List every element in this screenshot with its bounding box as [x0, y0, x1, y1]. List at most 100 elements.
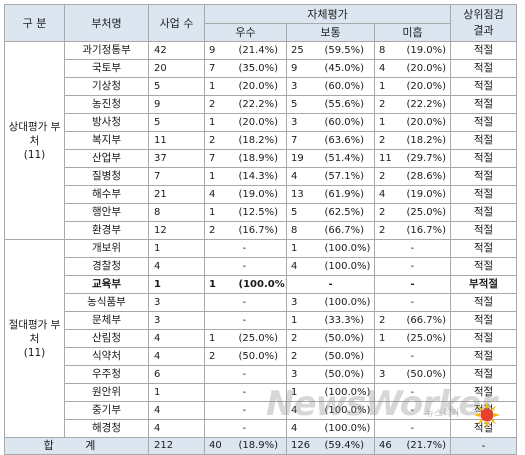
- insufficient-pct-cell: (66.7%): [396, 311, 452, 330]
- dept-cell: 방사청: [64, 113, 149, 132]
- insufficient-pct-cell: -: [396, 347, 452, 366]
- normal-pct-cell: (100.0%): [314, 257, 375, 276]
- excellent-count-cell: [204, 293, 229, 312]
- table-row: 방사청 5 1 (20.0%) 3 (60.0%) 1 (20.0%) 적절: [5, 113, 518, 132]
- total-normal-count: 126: [286, 437, 315, 455]
- projects-cell: 1: [148, 239, 205, 258]
- normal-count-cell: 7: [286, 131, 315, 150]
- insufficient-pct-cell: -: [396, 293, 452, 312]
- table-body: 상대평가 부 처 (11) 과기정통부 42 9 (21.4%) 25 (59.5%) 8 (19.…: [4, 41, 518, 455]
- header-self-eval: 자체평가: [203, 4, 452, 24]
- normal-pct-cell: (50.0%): [314, 329, 375, 348]
- excellent-count-cell: 7: [204, 149, 229, 168]
- insufficient-count-cell: 4: [374, 59, 397, 78]
- normal-pct-cell: (45.0%): [314, 59, 375, 78]
- insufficient-count-cell: 3: [374, 365, 397, 384]
- insufficient-pct-cell: -: [396, 419, 452, 438]
- insufficient-pct-cell: -: [396, 383, 452, 402]
- group-label-line: (11): [23, 148, 46, 161]
- excellent-pct-cell: -: [228, 419, 287, 438]
- excellent-count-cell: [204, 239, 229, 258]
- normal-count-cell: 9: [286, 59, 315, 78]
- insufficient-pct-cell: (22.2%): [396, 95, 452, 114]
- dept-cell: 해경청: [64, 419, 149, 438]
- insufficient-count-cell: 2: [374, 203, 397, 222]
- projects-cell: 37: [148, 149, 205, 168]
- insufficient-count-cell: 2: [374, 167, 397, 186]
- excellent-pct-cell: (21.4%): [228, 41, 287, 60]
- normal-count-cell: 3: [286, 77, 315, 96]
- projects-cell: 3: [148, 311, 205, 330]
- insufficient-pct-cell: (29.7%): [396, 149, 452, 168]
- table-row: 절대평가 부 처 (11) 개보위 1-1 (100.0%) - 적절: [4, 239, 518, 438]
- dept-cell: 원안위: [64, 383, 149, 402]
- projects-cell: 42: [148, 41, 205, 60]
- insufficient-pct-cell: -: [396, 257, 452, 276]
- excellent-count-cell: [204, 257, 229, 276]
- insufficient-count-cell: [374, 257, 397, 276]
- projects-cell: 6: [148, 365, 205, 384]
- result-cell: 적절: [450, 239, 518, 258]
- normal-count-cell: 1: [286, 311, 315, 330]
- result-cell: 적절: [450, 383, 518, 402]
- insufficient-count-cell: [374, 275, 397, 294]
- result-cell: 적절: [450, 167, 518, 186]
- excellent-count-cell: 1: [204, 167, 229, 186]
- normal-count-cell: 5: [286, 203, 315, 222]
- normal-count-cell: 13: [286, 185, 315, 204]
- projects-cell: 1: [148, 383, 205, 402]
- normal-count-cell: 3: [286, 293, 315, 312]
- projects-cell: 20: [148, 59, 205, 78]
- insufficient-count-cell: 1: [374, 329, 397, 348]
- insufficient-count-cell: [374, 419, 397, 438]
- excellent-count-cell: 2: [204, 95, 229, 114]
- dept-cell: 국토부: [64, 59, 149, 78]
- insufficient-pct-cell: -: [396, 239, 452, 258]
- excellent-count-cell: 9: [204, 41, 229, 60]
- result-cell: 적절: [450, 203, 518, 222]
- dept-cell: 해수부: [64, 185, 149, 204]
- header-upper-check-line1: 상위점검: [463, 8, 504, 21]
- excellent-count-cell: [204, 419, 229, 438]
- table-row: 중기부 4-4 (100.0%) - 적절: [5, 401, 518, 420]
- projects-cell: 9: [148, 95, 205, 114]
- total-excellent-pct: (18.9%): [228, 437, 287, 455]
- result-cell: 적절: [450, 347, 518, 366]
- normal-count-cell: 5: [286, 95, 315, 114]
- dept-cell: 질병청: [64, 167, 149, 186]
- excellent-pct-cell: -: [228, 293, 287, 312]
- result-cell: 적절: [450, 311, 518, 330]
- table-row: 해수부 21 4 (19.0%) 13 (61.9%) 4 (19.0%) 적절: [5, 185, 518, 204]
- excellent-count-cell: 1: [204, 77, 229, 96]
- excellent-pct-cell: (18.2%): [228, 131, 287, 150]
- table-row: 해경청 4-4 (100.0%) - 적절: [5, 419, 518, 438]
- normal-pct-cell: (100.0%): [314, 293, 375, 312]
- insufficient-count-cell: [374, 293, 397, 312]
- normal-pct-cell: (55.6%): [314, 95, 375, 114]
- table-row: 환경부 12 2 (16.7%) 8 (66.7%) 2 (16.7%) 적절: [5, 221, 518, 240]
- result-cell: 적절: [450, 77, 518, 96]
- projects-cell: 3: [148, 293, 205, 312]
- normal-pct-cell: (100.0%): [314, 401, 375, 420]
- result-cell: 적절: [450, 95, 518, 114]
- table-row: 질병청 7 1 (14.3%) 4 (57.1%) 2 (28.6%) 적절: [5, 167, 518, 186]
- header-projects: 사업 수: [148, 4, 205, 42]
- excellent-pct-cell: -: [228, 401, 287, 420]
- header-row-sub: 우수 보통 미흡: [5, 23, 517, 42]
- excellent-count-cell: 1: [204, 113, 229, 132]
- excellent-count-cell: [204, 401, 229, 420]
- dept-cell: 기상청: [64, 77, 149, 96]
- excellent-count-cell: [204, 311, 229, 330]
- result-cell: 적절: [450, 401, 518, 420]
- dept-cell: 농식품부: [64, 293, 149, 312]
- projects-cell: 5: [148, 113, 205, 132]
- excellent-pct-cell: (12.5%): [228, 203, 287, 222]
- excellent-pct-cell: (100.0%): [228, 275, 287, 294]
- excellent-pct-cell: (20.0%): [228, 77, 287, 96]
- excellent-count-cell: 1: [204, 329, 229, 348]
- normal-count-cell: 8: [286, 221, 315, 240]
- dept-cell: 중기부: [64, 401, 149, 420]
- projects-cell: 21: [148, 185, 205, 204]
- table-row: 교육부 1 1 (100.0%) - - 부적절: [5, 275, 518, 294]
- dept-cell: 산림청: [64, 329, 149, 348]
